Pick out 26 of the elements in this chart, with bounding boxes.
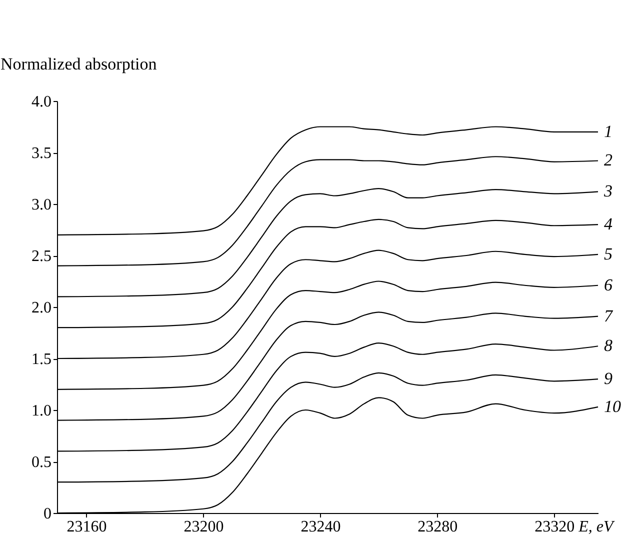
x-tick-label: 23280 xyxy=(418,518,458,535)
x-axis-title: E, eV xyxy=(578,518,616,535)
series-label: 2 xyxy=(604,150,613,170)
y-tick-label: 4.0 xyxy=(32,94,52,110)
series-label: 1 xyxy=(604,122,612,141)
y-tick-label: 1.5 xyxy=(32,351,52,368)
y-tick-label: 3.5 xyxy=(32,145,52,162)
x-tick-label: 23320 xyxy=(534,518,575,535)
x-tick-label: 23160 xyxy=(66,518,107,535)
y-tick-label: 1.0 xyxy=(32,402,52,420)
series-label: 9 xyxy=(604,369,613,388)
x-tick-label: 23240 xyxy=(300,518,341,535)
series-label: 6 xyxy=(604,275,613,294)
series-label: 8 xyxy=(604,336,613,356)
y-axis-title: Normalized absorption xyxy=(0,54,158,74)
x-tick-label: 23200 xyxy=(184,518,224,535)
y-tick-label: 0.5 xyxy=(32,454,52,471)
y-tick-label: 0 xyxy=(44,506,52,522)
y-tick-label: 2.0 xyxy=(32,300,52,316)
series-label: 3 xyxy=(603,182,612,201)
y-tick-label: 3.0 xyxy=(32,196,52,214)
series-label: 7 xyxy=(604,306,614,326)
series-label: 10 xyxy=(604,396,622,416)
series-label: 5 xyxy=(604,244,612,264)
series-label: 4 xyxy=(604,214,613,234)
y-tick-label: 2.5 xyxy=(32,248,52,265)
